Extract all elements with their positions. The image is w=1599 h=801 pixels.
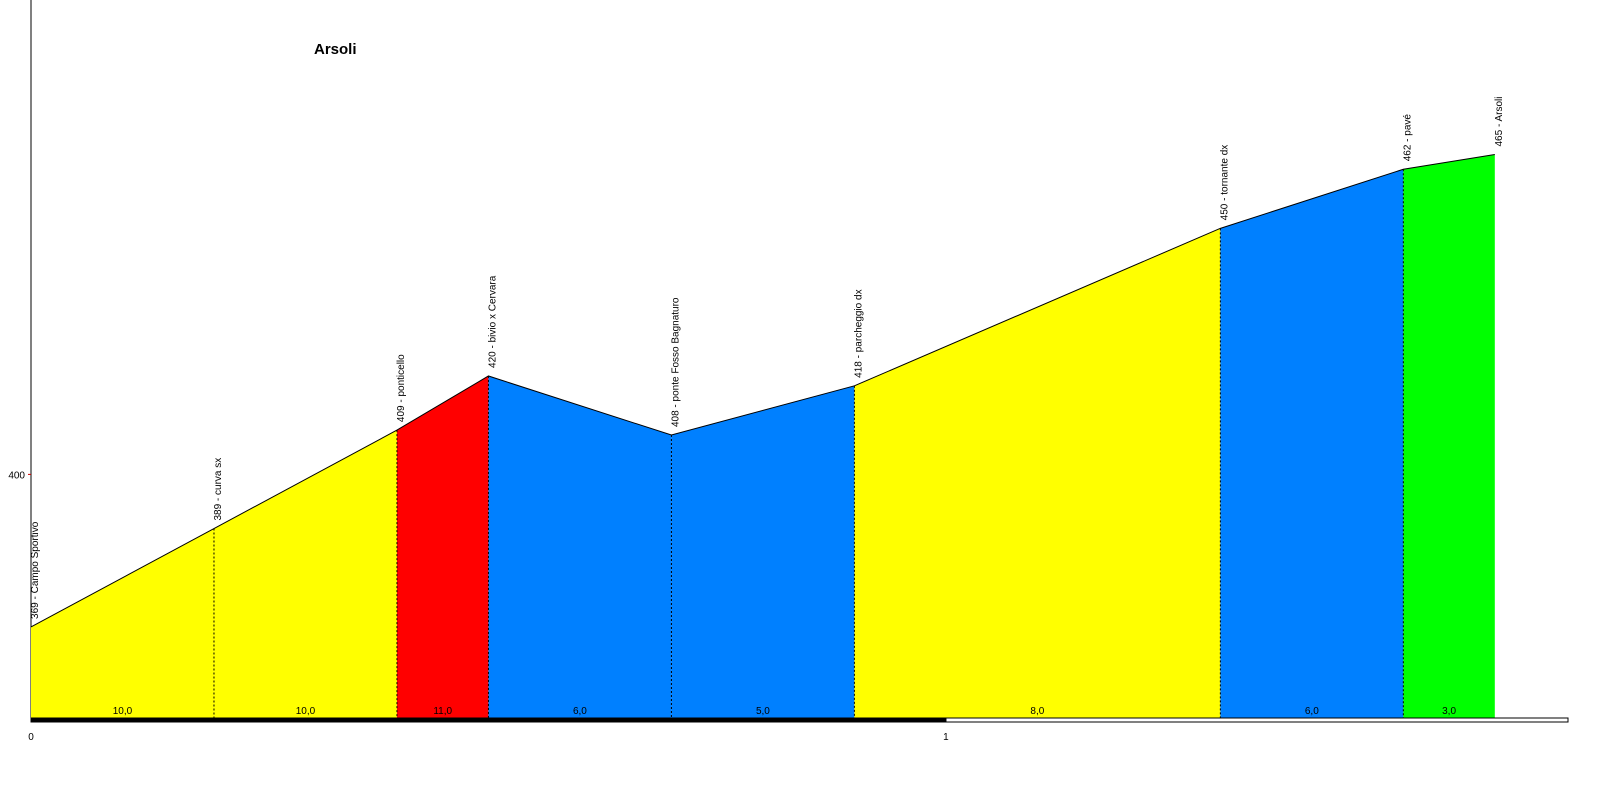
x-tick-label: 0	[28, 732, 34, 743]
point-label: 465 - Arsoli	[1494, 96, 1505, 146]
gradient-label: 11,0	[433, 706, 452, 717]
gradient-label: 10,0	[296, 706, 316, 717]
gradient-label: 6,0	[573, 706, 587, 717]
gradient-label: 3,0	[1442, 706, 1456, 717]
segment-area	[854, 228, 1221, 718]
gradient-label: 10,0	[113, 706, 133, 717]
point-label: 450 - tornante dx	[1219, 145, 1230, 221]
segment-area	[31, 528, 214, 718]
segment-area	[671, 385, 855, 718]
point-label: 408 - ponte Fosso Bagnaturo	[670, 297, 681, 427]
point-label: 409 - ponticello	[396, 354, 407, 422]
scale-bar	[30, 717, 947, 723]
point-label: 462 - pavé	[1402, 114, 1413, 162]
gradient-label: 6,0	[1305, 706, 1319, 717]
segment-area	[213, 430, 397, 718]
segment-area	[1403, 154, 1495, 718]
segment-area	[488, 375, 672, 718]
profile-line	[30, 154, 1495, 628]
point-label: 418 - parcheggio dx	[853, 289, 864, 377]
point-label: 420 - bivio x Cervara	[487, 275, 498, 368]
x-tick-label: 1	[943, 732, 949, 743]
segment-area	[1220, 169, 1404, 718]
point-label: 369 - Campo Sportivo	[30, 521, 41, 619]
y-tick-label: 400	[8, 470, 25, 481]
scale-bar-tail	[945, 717, 1569, 723]
chart-title: Arsoli	[314, 41, 357, 58]
gradient-label: 8,0	[1030, 706, 1044, 717]
point-label: 389 - curva sx	[213, 458, 224, 521]
gradient-label: 5,0	[756, 706, 770, 717]
segment-area	[396, 375, 489, 718]
